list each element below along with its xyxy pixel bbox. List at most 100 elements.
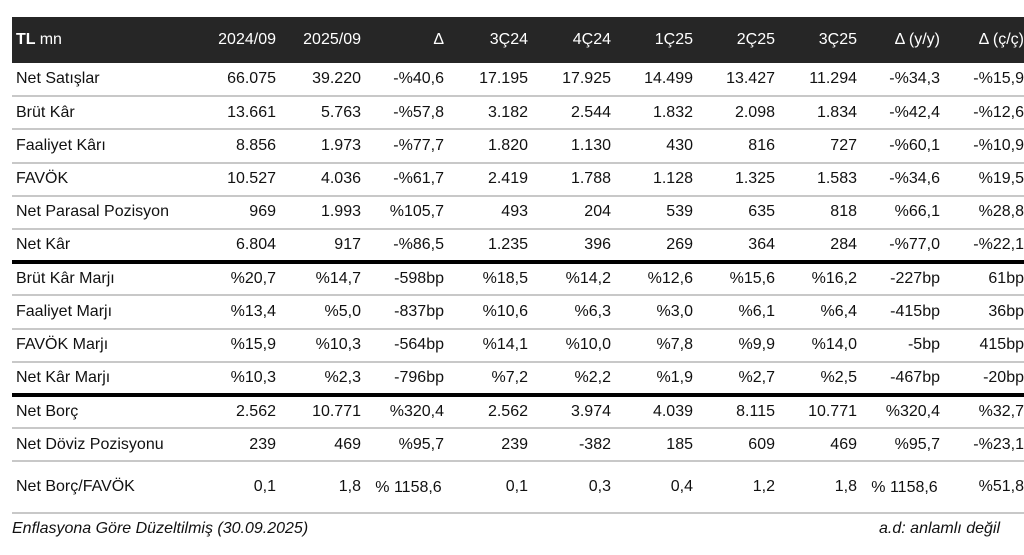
table-cell: 10.771 — [779, 394, 861, 430]
table-cell: % 1158,6 — [365, 461, 448, 515]
table-cell: %2,3 — [280, 361, 365, 397]
table-cell: %3,0 — [615, 295, 697, 330]
table-cell: 239 — [194, 428, 280, 463]
table-cell: 969 — [194, 195, 280, 230]
financial-summary-table: TL mn 2024/09 2025/09 Δ 3Ç24 4Ç24 1Ç25 2… — [12, 17, 1024, 515]
table-cell: %5,0 — [280, 295, 365, 330]
header-col: 3Ç25 — [818, 31, 857, 48]
table-cell: -%23,1 — [944, 428, 1024, 463]
table-cell: 239 — [448, 428, 532, 463]
table-cell: 13.427 — [697, 63, 779, 98]
table-row: Net Kâr Marjı %10,3 %2,3 -796bp %7,2 %2,2 %1,9… — [12, 361, 1024, 397]
table-cell: %18,5 — [448, 262, 532, 297]
table-cell: %7,2 — [448, 361, 532, 397]
footer-note: Enflasyona Göre Düzeltilmiş (30.09.2025) — [12, 520, 309, 537]
table-cell: 13.661 — [194, 96, 280, 131]
table-cell: 609 — [697, 428, 779, 463]
table-cell: -%15,9 — [944, 63, 1024, 98]
row-label: FAVÖK — [12, 162, 194, 197]
table-cell: 539 — [615, 195, 697, 230]
table-cell: 8.115 — [697, 394, 779, 430]
row-label: FAVÖK Marjı — [12, 328, 194, 363]
table-cell: 269 — [615, 228, 697, 265]
table-cell: 1,8 — [779, 461, 861, 515]
table-cell: 415bp — [944, 328, 1024, 363]
table-cell: %14,7 — [280, 262, 365, 297]
table-cell: -382 — [532, 428, 615, 463]
table-cell: 635 — [697, 195, 779, 230]
table-cell: 1.325 — [697, 162, 779, 197]
table-cell: %95,7 — [861, 428, 944, 463]
table-cell: 469 — [280, 428, 365, 463]
header-col: 2024/09 — [218, 31, 276, 48]
table-cell: %32,7 — [944, 394, 1024, 430]
table-cell: %7,8 — [615, 328, 697, 363]
table-cell: -20bp — [944, 361, 1024, 397]
table-cell: 0,1 — [448, 461, 532, 515]
row-label: Brüt Kâr — [12, 96, 194, 131]
table-cell: -%10,9 — [944, 129, 1024, 164]
table-cell: -227bp — [861, 262, 944, 297]
table-cell: -%86,5 — [365, 228, 448, 265]
table-cell: %14,2 — [532, 262, 615, 297]
row-label: Net Parasal Pozisyon — [12, 195, 194, 230]
table-cell: %16,2 — [779, 262, 861, 297]
table-cell: %2,2 — [532, 361, 615, 397]
table-cell: 11.294 — [779, 63, 861, 98]
footer-legend: a.d: anlamlı değil — [879, 520, 1000, 537]
table-cell: 816 — [697, 129, 779, 164]
table-cell: 1.820 — [448, 129, 532, 164]
table-cell: %15,6 — [697, 262, 779, 297]
table-cell: 1,2 — [697, 461, 779, 515]
table-cell: %66,1 — [861, 195, 944, 230]
table-cell: %28,8 — [944, 195, 1024, 230]
table-cell: 66.075 — [194, 63, 280, 98]
header-col: 2025/09 — [303, 31, 361, 48]
table-cell: 0,3 — [532, 461, 615, 515]
header-unit-label: TL mn — [16, 31, 62, 48]
table-cell: -796bp — [365, 361, 448, 397]
table-cell: 2.544 — [532, 96, 615, 131]
table-cell: 5.763 — [280, 96, 365, 131]
table-cell: 727 — [779, 129, 861, 164]
table-cell: 1,8 — [280, 461, 365, 515]
table-cell: %2,5 — [779, 361, 861, 397]
table-cell: 430 — [615, 129, 697, 164]
table-cell: -564bp — [365, 328, 448, 363]
row-label: Net Kâr — [12, 228, 194, 265]
table-cell: -415bp — [861, 295, 944, 330]
table-row: Net Döviz Pozisyonu 239 469 %95,7 239 -382 185… — [12, 428, 1024, 463]
table-cell: -837bp — [365, 295, 448, 330]
table-cell: 469 — [779, 428, 861, 463]
table-cell: %6,3 — [532, 295, 615, 330]
table-cell: -%42,4 — [861, 96, 944, 131]
table-body: Net Satışlar 66.075 39.220 -%40,6 17.195 17.9… — [12, 63, 1024, 515]
table-cell: 10.527 — [194, 162, 280, 197]
row-label: Net Satışlar — [12, 63, 194, 98]
table-cell: -467bp — [861, 361, 944, 397]
table-row: Net Satışlar 66.075 39.220 -%40,6 17.195 17.9… — [12, 63, 1024, 98]
table-cell: 17.925 — [532, 63, 615, 98]
table-cell: 284 — [779, 228, 861, 265]
table-cell: %6,1 — [697, 295, 779, 330]
table-row: Brüt Kâr 13.661 5.763 -%57,8 3.182 2.544 1.832… — [12, 96, 1024, 131]
table-cell: %9,9 — [697, 328, 779, 363]
table-cell: %10,3 — [194, 361, 280, 397]
table-row: Net Kâr 6.804 917 -%86,5 1.235 396 269 364 284 -%… — [12, 228, 1024, 265]
table-cell: %14,1 — [448, 328, 532, 363]
table-cell: -%34,6 — [861, 162, 944, 197]
table-row: Faaliyet Marjı %13,4 %5,0 -837bp %10,6 %6,3 %3… — [12, 295, 1024, 330]
table-cell: 4.039 — [615, 394, 697, 430]
table-cell: 3.974 — [532, 394, 615, 430]
table-cell: -%61,7 — [365, 162, 448, 197]
table-cell: 0,4 — [615, 461, 697, 515]
table-cell: %320,4 — [365, 394, 448, 430]
table-cell: -%60,1 — [861, 129, 944, 164]
table-cell: -%12,6 — [944, 96, 1024, 131]
table-cell: 4.036 — [280, 162, 365, 197]
table-cell: 1.583 — [779, 162, 861, 197]
table-row: Net Borç 2.562 10.771 %320,4 2.562 3.974 4.039… — [12, 394, 1024, 430]
table-cell: 1.235 — [448, 228, 532, 265]
table-cell: %19,5 — [944, 162, 1024, 197]
table-cell: 1.832 — [615, 96, 697, 131]
